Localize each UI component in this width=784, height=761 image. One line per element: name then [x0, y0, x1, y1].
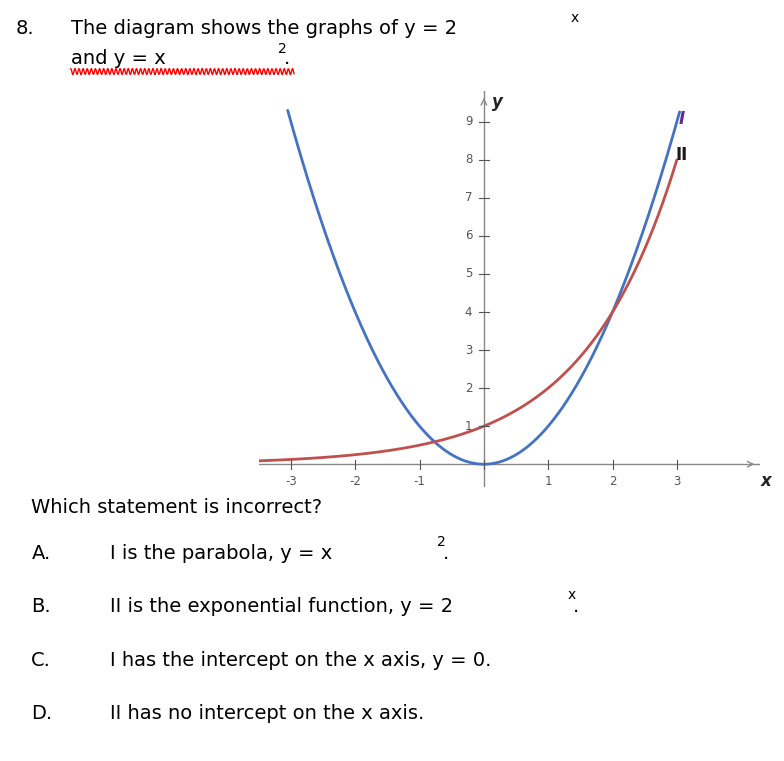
Text: The diagram shows the graphs of y = 2: The diagram shows the graphs of y = 2 — [71, 19, 457, 38]
Text: I: I — [679, 110, 685, 129]
Text: -3: -3 — [285, 475, 297, 488]
Text: x: x — [760, 472, 771, 490]
Text: and y = x: and y = x — [71, 49, 165, 68]
Text: 1: 1 — [544, 475, 552, 488]
Text: C.: C. — [31, 651, 51, 670]
Text: 6: 6 — [465, 229, 472, 243]
Text: II has no intercept on the x axis.: II has no intercept on the x axis. — [110, 704, 424, 723]
Text: -1: -1 — [414, 475, 426, 488]
Text: .: . — [284, 49, 290, 68]
Text: I is the parabola, y = x: I is the parabola, y = x — [110, 544, 332, 563]
Text: 4: 4 — [465, 305, 472, 319]
Text: B.: B. — [31, 597, 51, 616]
Text: 2: 2 — [465, 381, 472, 395]
Text: -2: -2 — [350, 475, 361, 488]
Text: 1: 1 — [465, 419, 472, 433]
Text: y: y — [492, 94, 503, 111]
Text: 2: 2 — [608, 475, 616, 488]
Text: A.: A. — [31, 544, 51, 563]
Text: 8: 8 — [465, 153, 472, 167]
Text: 3: 3 — [465, 343, 472, 357]
Text: D.: D. — [31, 704, 53, 723]
Text: x: x — [568, 588, 576, 602]
Text: Which statement is incorrect?: Which statement is incorrect? — [31, 498, 322, 517]
Text: 7: 7 — [465, 191, 472, 205]
Text: II: II — [676, 147, 688, 164]
Text: 8.: 8. — [16, 19, 34, 38]
Text: II is the exponential function, y = 2: II is the exponential function, y = 2 — [110, 597, 453, 616]
Text: x: x — [571, 11, 579, 25]
Text: 9: 9 — [465, 115, 472, 129]
Text: 2: 2 — [278, 42, 287, 56]
Text: I has the intercept on the x axis, y = 0.: I has the intercept on the x axis, y = 0… — [110, 651, 491, 670]
Text: 5: 5 — [465, 267, 472, 281]
Text: 2: 2 — [437, 535, 446, 549]
Text: .: . — [443, 544, 449, 563]
Text: 3: 3 — [673, 475, 681, 488]
Text: .: . — [573, 597, 579, 616]
